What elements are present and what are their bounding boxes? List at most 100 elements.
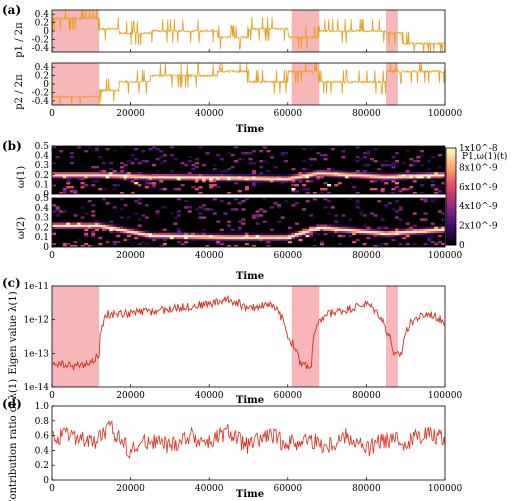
colorbar-segment: [446, 177, 456, 180]
b2-heatmap-cell: [277, 204, 282, 207]
b2-heatmap-cell: [87, 224, 92, 227]
b1-heatmap-cell: [159, 178, 164, 181]
b1-heatmap-cell: [302, 168, 307, 171]
d-xtick-label-0: 0: [49, 484, 55, 494]
b1-heatmap-cell: [166, 176, 171, 179]
b1-heatmap-cell: [209, 180, 214, 183]
b2-heatmap-cell: [137, 232, 142, 236]
b2-heatmap-cell: [423, 230, 428, 234]
b1-heatmap-cell: [266, 178, 271, 181]
b1-heatmap-cell: [241, 180, 246, 183]
b2-heatmap-cell: [294, 236, 299, 240]
b2-heatmap-cell: [423, 218, 428, 221]
b2-heatmap-cell: [91, 245, 96, 248]
b2-heatmap-cell: [84, 226, 89, 229]
b2-heatmap-cell: [377, 226, 382, 229]
b2-heatmap-cell: [402, 234, 407, 238]
b1-heatmap-cell: [155, 170, 160, 173]
b2-heatmap-cell: [212, 232, 217, 236]
b2-heatmap-cell: [216, 236, 221, 240]
b1-heatmap-cell: [391, 192, 396, 195]
b2-heatmap-cell: [84, 224, 89, 227]
b2-heatmap-cell: [173, 216, 178, 219]
b2-heatmap-cell: [334, 230, 339, 234]
b2-heatmap-cell: [277, 238, 282, 242]
b2-heatmap-cell: [269, 206, 274, 209]
b2-heatmap-cell: [144, 216, 149, 219]
b1-heatmap-cell: [219, 176, 224, 179]
b2-heatmap-cell: [259, 208, 264, 211]
b1-heatmap-cell: [359, 176, 364, 179]
b2-heatmap-cell: [148, 234, 153, 238]
b2-heatmap-cell: [252, 234, 257, 238]
b2-heatmap-cell: [280, 234, 285, 238]
b2-heatmap-cell: [302, 236, 307, 240]
b1-heatmap-cell: [237, 178, 242, 181]
b1-heatmap-cell: [409, 172, 414, 175]
b1-heatmap-cell: [69, 174, 74, 177]
b1-heatmap-cell: [162, 154, 167, 157]
b1-heatmap-cell: [341, 174, 346, 177]
b1-heatmap-cell: [180, 174, 185, 177]
a1-ytick-label-3: -0.2: [32, 35, 49, 45]
b2-heatmap-cell: [230, 228, 235, 231]
b2-heatmap-cell: [227, 238, 232, 242]
b1-heatmap-cell: [373, 188, 378, 191]
b1-heatmap-cell: [395, 182, 399, 185]
b2-heatmap-cell: [141, 240, 146, 244]
b1-heatmap-cell: [387, 164, 392, 167]
b2-heatmap-cell: [384, 242, 389, 246]
b1-heatmap-cell: [277, 176, 282, 179]
b2-heatmap-cell: [252, 238, 257, 242]
colorbar-segment: [446, 179, 456, 183]
b2-heatmap-cell: [280, 236, 285, 240]
b1-heatmap-cell: [230, 180, 235, 183]
b1-heatmap-cell: [266, 162, 271, 165]
b1-heatmap-cell: [437, 174, 442, 177]
b1-heatmap-cell: [291, 190, 296, 193]
b1-heatmap-cell: [305, 188, 310, 191]
b2-heatmap-cell: [252, 236, 257, 240]
y-axis-label-d: Contribution ratio of λ(1): [8, 379, 19, 501]
colorbar-segment: [446, 208, 456, 212]
b1-heatmap-cell: [294, 192, 299, 195]
b2-heatmap-cell: [341, 214, 346, 217]
b2-heatmap-cell: [237, 238, 242, 242]
b2-heatmap-cell: [177, 236, 181, 240]
a1-ytick-label-0: 0.4: [35, 10, 50, 20]
b2-heatmap-cell: [384, 226, 389, 229]
a2-xtick-label-0: 0: [49, 109, 55, 119]
b1-heatmap-cell: [91, 166, 96, 169]
d-series-line: [51, 420, 446, 459]
b1-heatmap-cell: [341, 170, 346, 173]
b2-heatmap-cell: [252, 214, 257, 217]
b2-heatmap-cell: [137, 198, 142, 201]
b2-heatmap-cell: [141, 234, 146, 238]
colorbar-segment: [446, 242, 456, 246]
b1-heatmap-cell: [327, 174, 332, 177]
b2-heatmap-cell: [223, 212, 228, 215]
b1-heatmap-cell: [412, 164, 417, 167]
b1-heatmap-cell: [391, 156, 396, 159]
b2-heatmap-cell: [320, 240, 324, 244]
b2-heatmap-cell: [241, 238, 246, 242]
b1-heatmap-cell: [102, 172, 106, 175]
b2-ytick-label-4: 0.1: [35, 233, 49, 243]
b1-heatmap-cell: [80, 172, 85, 175]
colorbar-segment: [446, 167, 456, 171]
b1-heatmap-cell: [323, 158, 328, 161]
b2-heatmap-cell: [395, 228, 399, 231]
b2-heatmap-cell: [166, 236, 171, 240]
b1-heatmap-cell: [127, 178, 131, 181]
b1-heatmap-cell: [227, 174, 232, 177]
b2-heatmap-cell: [55, 226, 60, 229]
b1-heatmap-cell: [141, 174, 146, 177]
b1-heatmap-cell: [244, 178, 249, 181]
b2-heatmap-cell: [127, 226, 131, 229]
b1-heatmap-cell: [377, 176, 382, 179]
b1-heatmap-cell: [330, 168, 335, 171]
b1-heatmap-cell: [384, 178, 389, 181]
b1-heatmap-cell: [294, 184, 299, 187]
b2-heatmap-cell: [73, 245, 78, 248]
